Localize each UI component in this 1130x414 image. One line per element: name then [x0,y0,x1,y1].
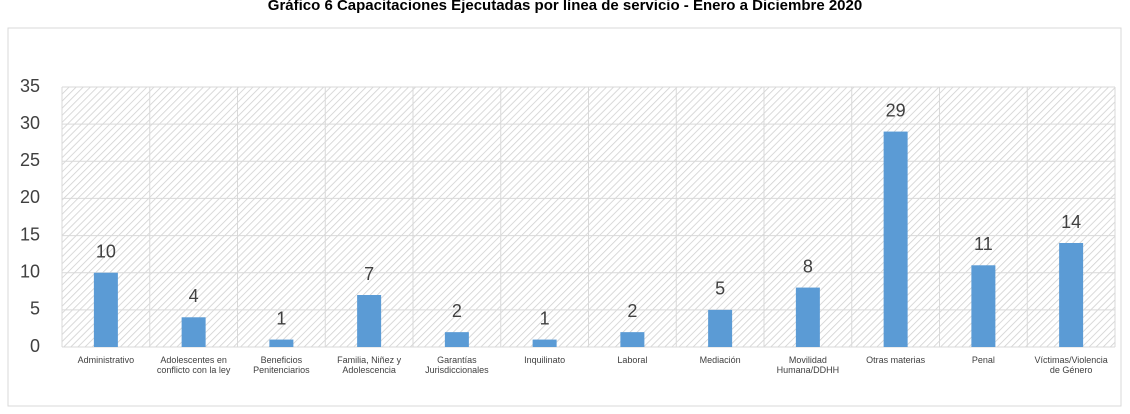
y-tick-label: 10 [20,261,40,281]
x-tick-label: Familia, Niñez y Adolescencia [337,355,402,375]
x-tick-label: Adolescentes en conflicto con la ley [156,355,231,375]
value-label: 7 [364,264,374,284]
value-label: 10 [96,241,116,261]
bar [444,332,469,347]
y-tick-label: 20 [20,187,40,207]
bar [620,332,645,347]
bar [795,287,820,347]
y-tick-label: 35 [20,76,40,96]
value-label: 29 [886,100,906,120]
value-label: 1 [540,308,550,328]
x-tick-label: Otras materias [866,355,926,365]
bar [883,131,908,347]
x-tick-label: Garantías Jurisdiccionales [425,355,489,375]
chart-title: Gráfico 6 Capacitaciones Ejecutadas por … [268,0,862,14]
bar [181,317,206,347]
value-label: 8 [803,256,813,276]
bar [93,272,118,347]
x-tick-label: Penal [971,355,995,365]
x-tick-label: Mediación [699,355,741,365]
bar [708,309,733,347]
x-tick-label: Administrativo [77,355,135,365]
value-label: 1 [276,308,286,328]
x-tick-label: Inquilinato [524,355,566,365]
y-tick-label: 30 [20,113,40,133]
y-tick-label: 5 [30,299,40,319]
bar [971,265,996,347]
bar [357,295,382,347]
x-tick-label: Beneficios Penitenciarios [253,355,310,375]
bar [532,339,557,347]
value-label: 11 [974,234,993,254]
x-tick-label: Laboral [617,355,648,365]
y-tick-label: 25 [20,150,40,170]
bar [269,339,294,347]
value-label: 14 [1061,212,1081,232]
value-label: 2 [452,301,462,321]
y-tick-label: 0 [30,336,40,356]
x-tick-label: Víctimas/Violencia de Género [1034,355,1108,375]
chart-frame [7,27,1122,407]
value-label: 5 [715,279,725,299]
value-label: 2 [627,301,637,321]
y-tick-label: 15 [20,224,40,244]
value-label: 4 [189,286,199,306]
x-tick-label: Movilidad Humana/DDHH [776,355,840,375]
bar [1059,243,1084,347]
